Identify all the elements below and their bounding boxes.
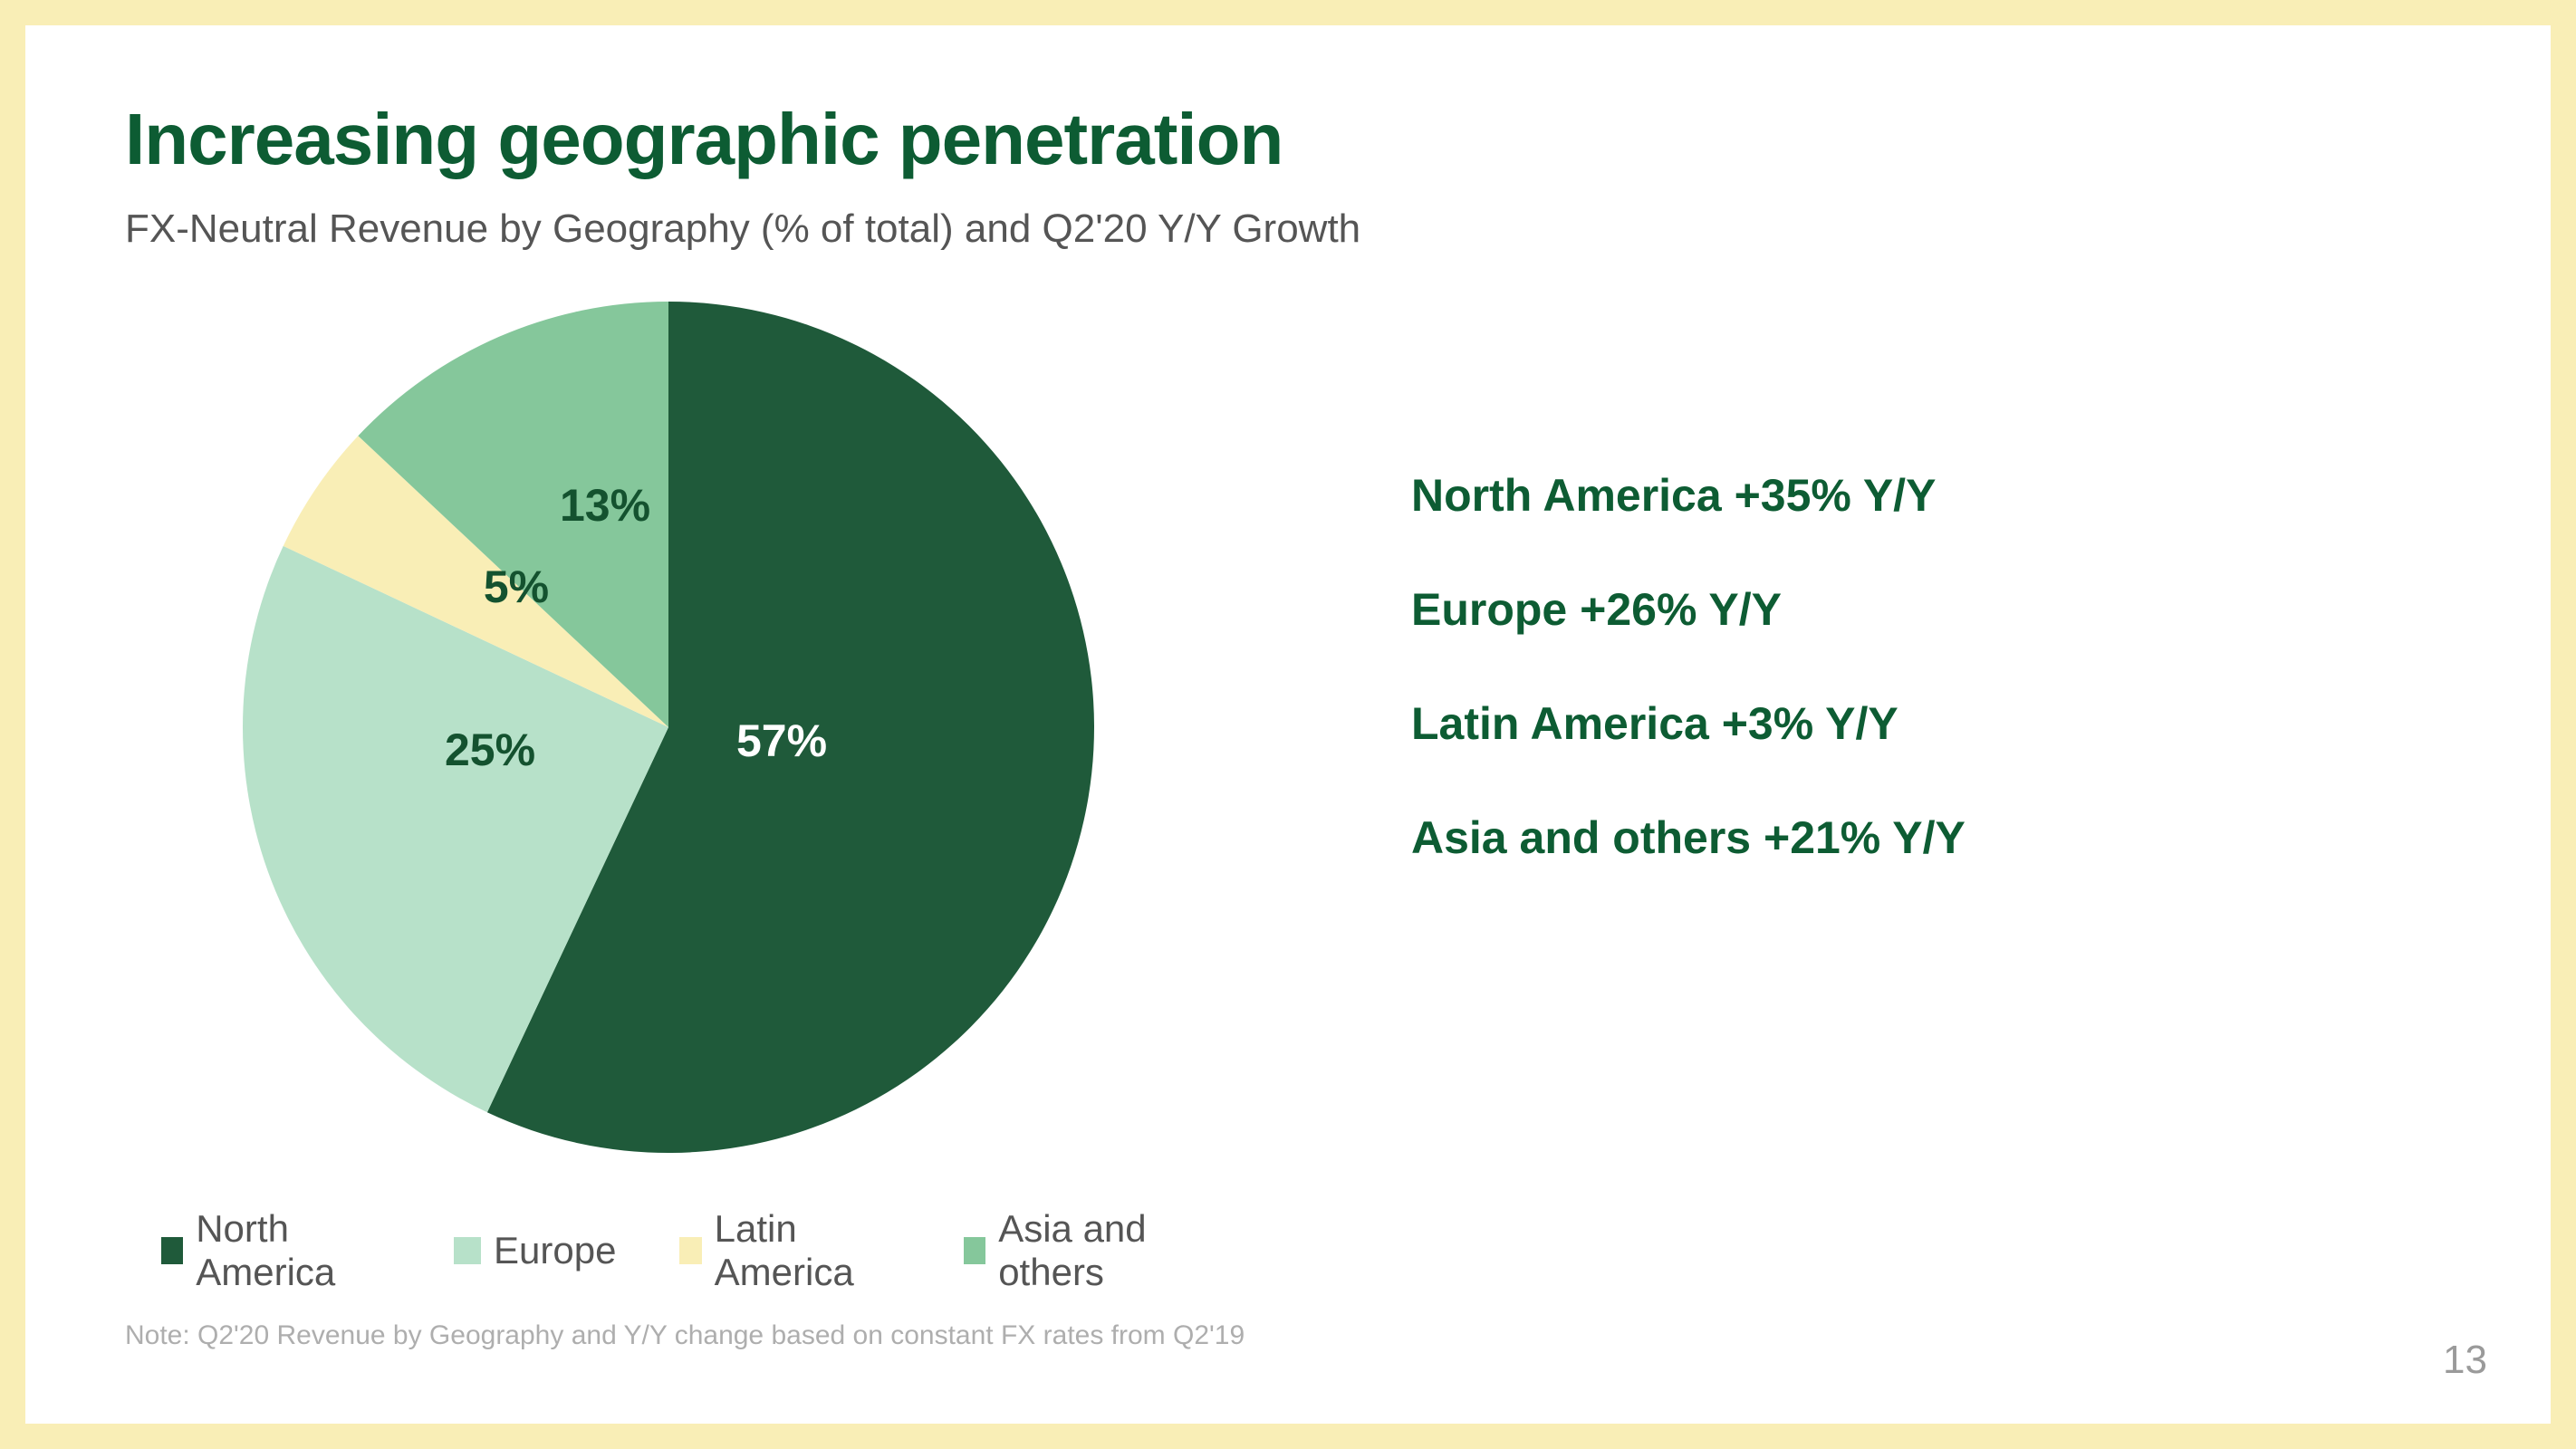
growth-line: North America +35% Y/Y bbox=[1411, 469, 1966, 522]
page-number: 13 bbox=[2443, 1338, 2487, 1383]
pie-slice-label: 57% bbox=[736, 715, 827, 767]
slide: Increasing geographic penetration FX-Neu… bbox=[25, 25, 2551, 1424]
legend-label: North America bbox=[196, 1207, 390, 1294]
legend-swatch bbox=[161, 1237, 183, 1264]
growth-line: Asia and others +21% Y/Y bbox=[1411, 811, 1966, 864]
chart-column: 57% 25% 5%13% North America Europe Latin A… bbox=[125, 297, 1212, 1294]
outer-frame: Increasing geographic penetration FX-Neu… bbox=[0, 0, 2576, 1449]
growth-line: Latin America +3% Y/Y bbox=[1411, 697, 1966, 750]
slide-title: Increasing geographic penetration bbox=[125, 98, 2460, 181]
pie-slice-label: 13% bbox=[560, 479, 650, 532]
legend-item: Europe bbox=[454, 1207, 616, 1294]
footnote: Note: Q2'20 Revenue by Geography and Y/Y… bbox=[125, 1320, 1245, 1351]
legend: North America Europe Latin America Asia … bbox=[161, 1207, 1212, 1294]
pie-svg bbox=[238, 297, 1099, 1157]
pie-chart: 57% 25% 5%13% bbox=[238, 297, 1099, 1157]
pie-slice-label: 5% bbox=[484, 561, 549, 613]
legend-label: Europe bbox=[494, 1229, 616, 1272]
legend-swatch bbox=[454, 1237, 481, 1264]
content-row: 57% 25% 5%13% North America Europe Latin A… bbox=[125, 297, 2460, 1294]
legend-item: North America bbox=[161, 1207, 390, 1294]
legend-label: Latin America bbox=[715, 1207, 900, 1294]
legend-swatch bbox=[679, 1237, 701, 1264]
legend-item: Asia and others bbox=[964, 1207, 1212, 1294]
slide-subtitle: FX-Neutral Revenue by Geography (% of to… bbox=[125, 206, 2460, 252]
legend-swatch bbox=[964, 1237, 985, 1264]
legend-item: Latin America bbox=[679, 1207, 900, 1294]
growth-line: Europe +26% Y/Y bbox=[1411, 583, 1966, 636]
legend-label: Asia and others bbox=[998, 1207, 1212, 1294]
growth-column: North America +35% Y/Y Europe +26% Y/Y L… bbox=[1411, 469, 1966, 926]
pie-slice-label: 25% bbox=[445, 724, 535, 776]
